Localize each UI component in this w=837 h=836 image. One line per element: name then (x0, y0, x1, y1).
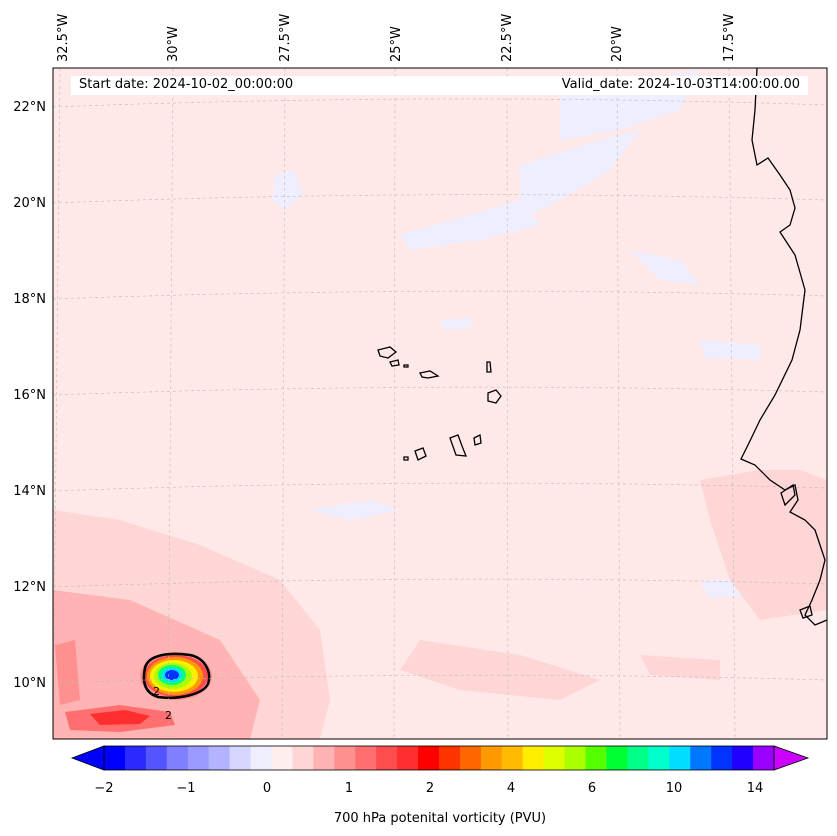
colorbar-tick-label: −2 (94, 781, 113, 796)
vortex-contour-2 (142, 652, 211, 699)
colorbar-segment (355, 746, 377, 770)
colorbar: −2 −1 0 1 2 4 6 10 14 700 hPa potenital … (70, 745, 810, 826)
colorbar-segment (522, 746, 545, 770)
lat-label: 18°N (13, 292, 46, 307)
colorbar-segment (271, 746, 293, 770)
colorbar-segment (585, 746, 607, 770)
lon-label: 17.5°W (722, 14, 737, 62)
colorbar-segment (104, 746, 126, 770)
colorbar-tick-label: −1 (176, 781, 195, 796)
colorbar-segment (208, 746, 231, 770)
colorbar-tick-label: 4 (507, 781, 515, 796)
colorbar-segment (753, 746, 775, 770)
colorbar-tick-label: 0 (263, 781, 271, 796)
colorbar-segment (501, 746, 524, 770)
lon-label: 22.5°W (500, 14, 515, 62)
graticule (52, 67, 828, 740)
colorbar-tick-label: 2 (426, 781, 434, 796)
lat-label: 22°N (13, 100, 46, 115)
colorbar-tick-label: 10 (666, 781, 683, 796)
colorbar-max-arrow (773, 745, 810, 771)
lat-label: 14°N (13, 484, 46, 499)
map-frame (52, 67, 828, 740)
colorbar-segment (166, 746, 189, 770)
contour-label-1: 2 (153, 685, 160, 698)
map-panel: 2 2 (52, 67, 828, 740)
latitude-labels: 22°N 20°N 18°N 16°N 14°N 12°N 10°N (13, 100, 46, 691)
colorbar-segment (397, 746, 419, 770)
colorbar-tick-label: 6 (588, 781, 596, 796)
colorbar-min-arrow (70, 745, 105, 771)
colorbar-segment (459, 746, 482, 770)
colorbar-segment (690, 746, 712, 770)
colorbar-segment (606, 746, 628, 770)
colorbar-segment (669, 746, 691, 770)
lat-label: 10°N (13, 676, 46, 691)
lon-label: 25°W (389, 26, 404, 62)
colorbar-segment (480, 746, 503, 770)
colorbar-segment (313, 746, 335, 770)
colorbar-segment (543, 746, 566, 770)
longitude-labels: 32.5°W 30°W 27.5°W 25°W 22.5°W 20°W 17.5… (56, 14, 737, 62)
colorbar-tick-label: 14 (747, 781, 764, 796)
colorbar-segment (292, 746, 314, 770)
start-date: Start date: 2024-10-02_00:00:00 (79, 77, 294, 92)
lon-label: 27.5°W (278, 14, 293, 62)
colorbar-segment (711, 746, 733, 770)
colorbar-segment (334, 746, 356, 770)
colorbar-segment (439, 746, 461, 770)
colorbar-segment (124, 746, 147, 770)
lat-label: 12°N (13, 580, 46, 595)
colorbar-title: 700 hPa potenital vorticity (PVU) (334, 811, 546, 826)
africa-coast (740, 67, 828, 626)
colorbar-segment (732, 746, 754, 770)
colorbar-segment (418, 746, 440, 770)
colorbar-segment (145, 746, 168, 770)
lon-label: 32.5°W (56, 14, 71, 62)
colorbar-ticks: −2 −1 0 1 2 4 6 10 14 (94, 781, 763, 796)
date-header: Start date: 2024-10-02_00:00:00 Valid_da… (71, 76, 808, 95)
colorbar-segment (376, 746, 398, 770)
valid-date: Valid_date: 2024-10-03T14:00:00.00 (561, 77, 800, 92)
colorbar-tick-label: 1 (345, 781, 353, 796)
colorbar-frame (103, 745, 775, 771)
lat-label: 16°N (13, 388, 46, 403)
coastline (740, 67, 828, 626)
colorbar-segment (250, 746, 272, 770)
lon-label: 30°W (166, 26, 181, 62)
colorbar-segment (627, 746, 649, 770)
colorbar-segment (229, 746, 252, 770)
pv-vortex (124, 643, 228, 711)
lat-label: 20°N (13, 196, 46, 211)
contour-label-2: 2 (165, 709, 172, 722)
colorbar-segment (187, 746, 210, 770)
lon-label: 20°W (610, 26, 625, 62)
colorbar-segment (564, 746, 587, 770)
cape-verde-islands (377, 346, 502, 461)
colorbar-segments (104, 746, 775, 770)
colorbar-segment (648, 746, 670, 770)
